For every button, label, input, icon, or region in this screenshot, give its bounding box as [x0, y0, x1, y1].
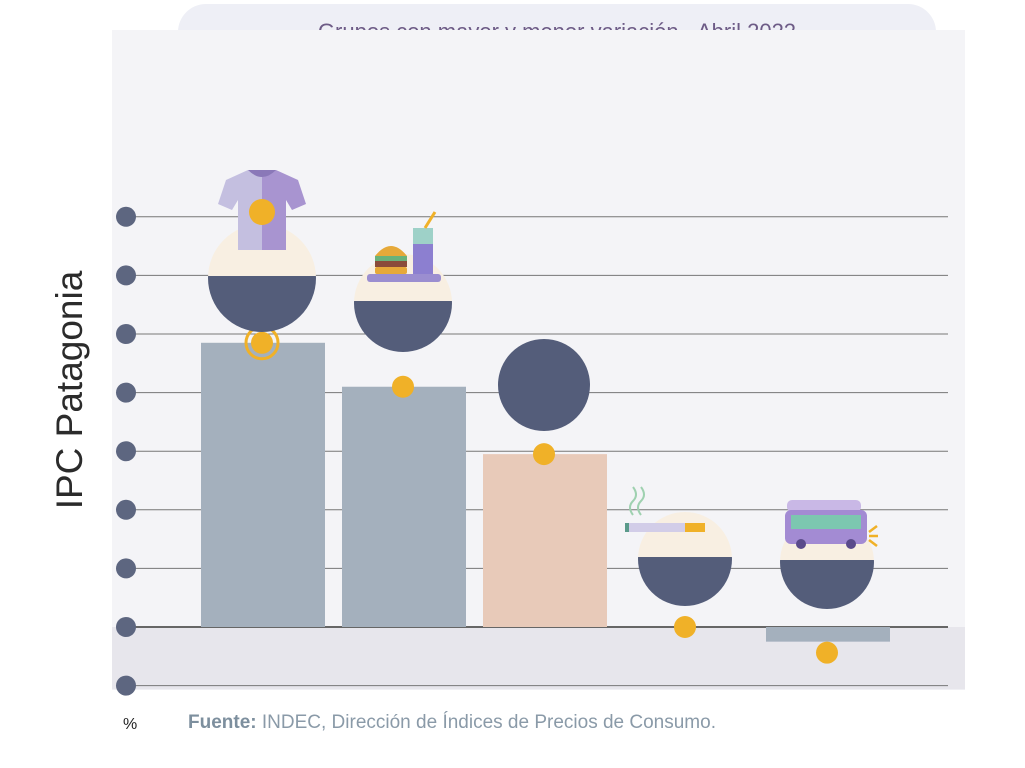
bar-1	[342, 386, 466, 627]
bun-top	[375, 246, 407, 256]
bus-wheel-front	[796, 539, 806, 549]
bun-bottom	[375, 267, 407, 274]
cigarette-icon	[625, 486, 705, 532]
bar-0	[201, 342, 325, 627]
source-label: Fuente:	[188, 712, 257, 733]
smoke-2	[637, 486, 645, 516]
tick-badge	[116, 617, 136, 637]
shirt-right	[262, 170, 306, 250]
value-bubble-general	[498, 339, 590, 431]
marker-dot	[816, 641, 838, 664]
bus-roof	[787, 500, 861, 512]
source-text: INDEC, Dirección de Índices de Precios d…	[256, 712, 716, 733]
tick-badge	[116, 324, 136, 344]
lettuce	[375, 256, 407, 261]
bar-2	[483, 454, 607, 627]
y-axis-ticks	[116, 206, 136, 696]
tick-badge	[116, 206, 136, 227]
tick-badge	[116, 558, 136, 579]
bus-wheel-back	[846, 539, 856, 549]
tick-badge	[116, 499, 136, 520]
cig-body	[627, 523, 685, 532]
tick-badge	[116, 265, 136, 286]
patty	[375, 261, 407, 267]
smoke-1	[629, 486, 637, 516]
shirt-collar	[248, 170, 276, 177]
tray	[367, 274, 441, 282]
tick-badge	[116, 382, 136, 403]
tick-badge	[116, 675, 136, 696]
marker-dot	[533, 443, 555, 466]
y-axis-unit: %	[123, 716, 138, 733]
cig-ash	[625, 523, 629, 532]
source-note: Fuente: INDEC, Dirección de Índices de P…	[188, 712, 716, 734]
shirt-dot	[249, 199, 275, 225]
bus-windows	[791, 515, 861, 529]
shirt-left	[218, 170, 262, 250]
marker-dot	[674, 616, 696, 638]
shirt-icon	[218, 170, 306, 250]
burger-drink-icon	[367, 211, 441, 282]
cup-fill	[413, 244, 433, 274]
tick-badge	[116, 441, 136, 462]
marker-dot	[392, 375, 414, 398]
bars	[201, 325, 890, 664]
cig-filter	[685, 523, 705, 532]
bar-4	[766, 627, 890, 642]
bus-icon	[785, 500, 878, 549]
straw	[423, 211, 437, 229]
bus-lights	[868, 525, 878, 547]
marker-dot	[251, 331, 273, 354]
